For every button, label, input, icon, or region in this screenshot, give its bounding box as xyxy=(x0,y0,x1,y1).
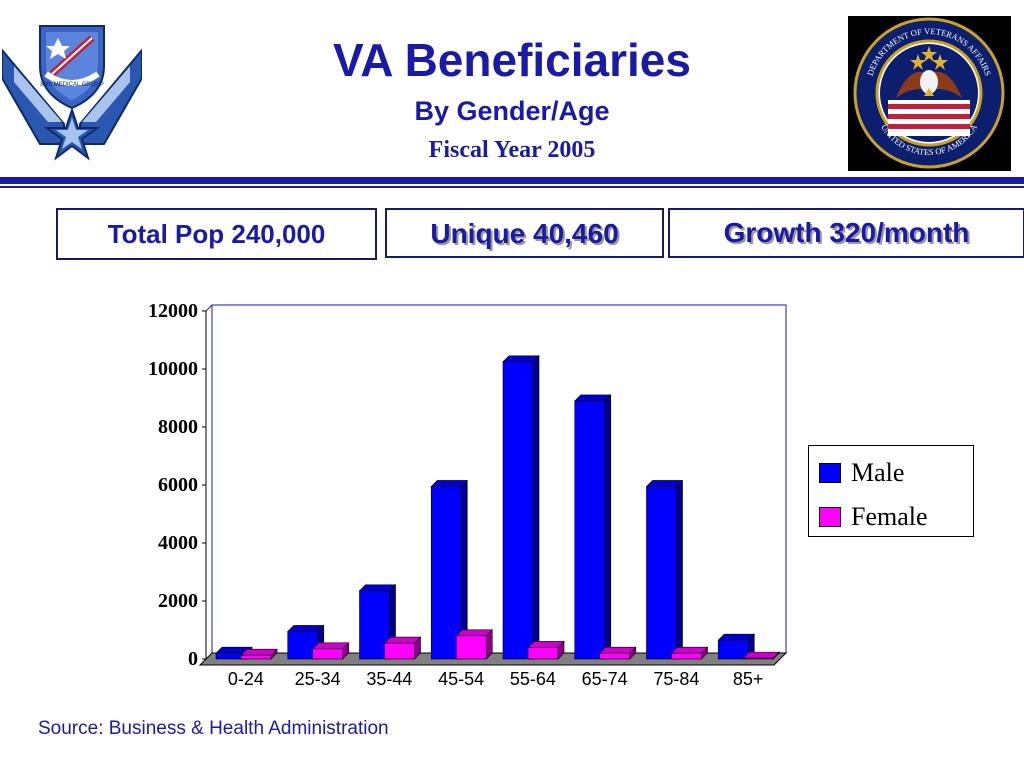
x-tick-label: 25-34 xyxy=(295,669,341,689)
growth-box: Growth 320/month xyxy=(668,208,1024,258)
bar-male xyxy=(430,486,462,660)
bar-female xyxy=(742,657,774,660)
bar-female xyxy=(384,642,415,660)
plot-area xyxy=(211,304,787,654)
total-pop-label: Total Pop 240,000 xyxy=(107,218,326,249)
bar-female xyxy=(527,647,559,660)
bar-top-male xyxy=(502,355,540,363)
y-tick-label: 0 xyxy=(188,648,198,670)
y-tick-label: 2000 xyxy=(158,590,198,612)
x-tick-label: 75-84 xyxy=(653,669,699,689)
bar-female xyxy=(312,648,344,660)
bar-top-female xyxy=(742,651,780,659)
bar-top-female xyxy=(312,642,350,650)
bar-female xyxy=(240,654,272,660)
legend-swatch-female xyxy=(819,507,841,527)
veterans-affairs-seal-icon: DEPARTMENT OF VETERANS AFFAIRS UNITED ST… xyxy=(848,16,1011,171)
bar-side-male xyxy=(604,394,612,660)
chart-legend: Male Female xyxy=(808,445,974,537)
fiscal-year-label: Fiscal Year 2005 xyxy=(428,137,596,163)
bar-female xyxy=(455,635,487,660)
legend-label-male: Male xyxy=(851,458,905,487)
emblem-text: 89th MEDICAL GROUP xyxy=(40,82,103,88)
unique-label: Unique 40,460 xyxy=(430,218,619,249)
y-tick-label: 6000 xyxy=(158,474,198,496)
bar-top-female xyxy=(455,629,493,637)
x-tick-label: 65-74 xyxy=(582,669,628,689)
bar-top-female xyxy=(599,646,637,654)
bar-top-female xyxy=(670,646,709,654)
x-tick-label: 0-24 xyxy=(228,669,264,689)
page-title: VA Beneficiaries xyxy=(333,34,691,86)
header-divider xyxy=(0,177,1024,184)
x-tick-label: 45-54 xyxy=(438,669,484,689)
x-tick-label: 85+ xyxy=(733,669,764,689)
y-tick-label: 10000 xyxy=(148,358,198,380)
bar-top-female xyxy=(383,636,422,644)
bar-top-female xyxy=(240,648,278,656)
bar-side-male xyxy=(532,355,540,660)
y-tick-label: 4000 xyxy=(158,532,198,554)
legend-swatch-male xyxy=(819,463,841,483)
x-tick-label: 55-64 xyxy=(510,669,556,689)
x-tick-label: 35-44 xyxy=(366,669,412,689)
bar-female xyxy=(671,652,702,660)
bar-top-female xyxy=(527,641,565,648)
bar-top-male xyxy=(574,394,612,402)
bar-top-male xyxy=(645,480,684,487)
bar-male xyxy=(717,639,749,660)
bar-top-male xyxy=(287,625,325,632)
legend-item-male: Male xyxy=(819,458,904,488)
bar-male xyxy=(287,631,319,660)
bar-top-male xyxy=(430,480,468,487)
y-tick-label: 8000 xyxy=(158,416,198,438)
source-note: Source: Business & Health Administration xyxy=(38,718,389,739)
bar-top-male xyxy=(717,633,755,641)
bar-top-male xyxy=(358,584,397,592)
unique-box: Unique 40,460 xyxy=(385,208,664,258)
bar-male xyxy=(502,361,534,660)
bar-male xyxy=(646,486,677,660)
total-pop-box: Total Pop 240,000 xyxy=(56,208,377,260)
legend-label-female: Female xyxy=(851,502,928,531)
axis-corner xyxy=(205,304,213,312)
air-force-wings-shield-icon: 89th MEDICAL GROUP xyxy=(2,25,142,161)
page-subtitle: By Gender/Age xyxy=(414,96,610,126)
bar-female xyxy=(599,652,631,660)
bar-side-male xyxy=(676,479,683,660)
y-tick-label: 12000 xyxy=(148,300,198,322)
legend-item-female: Female xyxy=(819,502,928,532)
header-divider-thin xyxy=(0,186,1024,188)
growth-label: Growth 320/month xyxy=(723,217,970,248)
bar-male xyxy=(574,400,606,660)
